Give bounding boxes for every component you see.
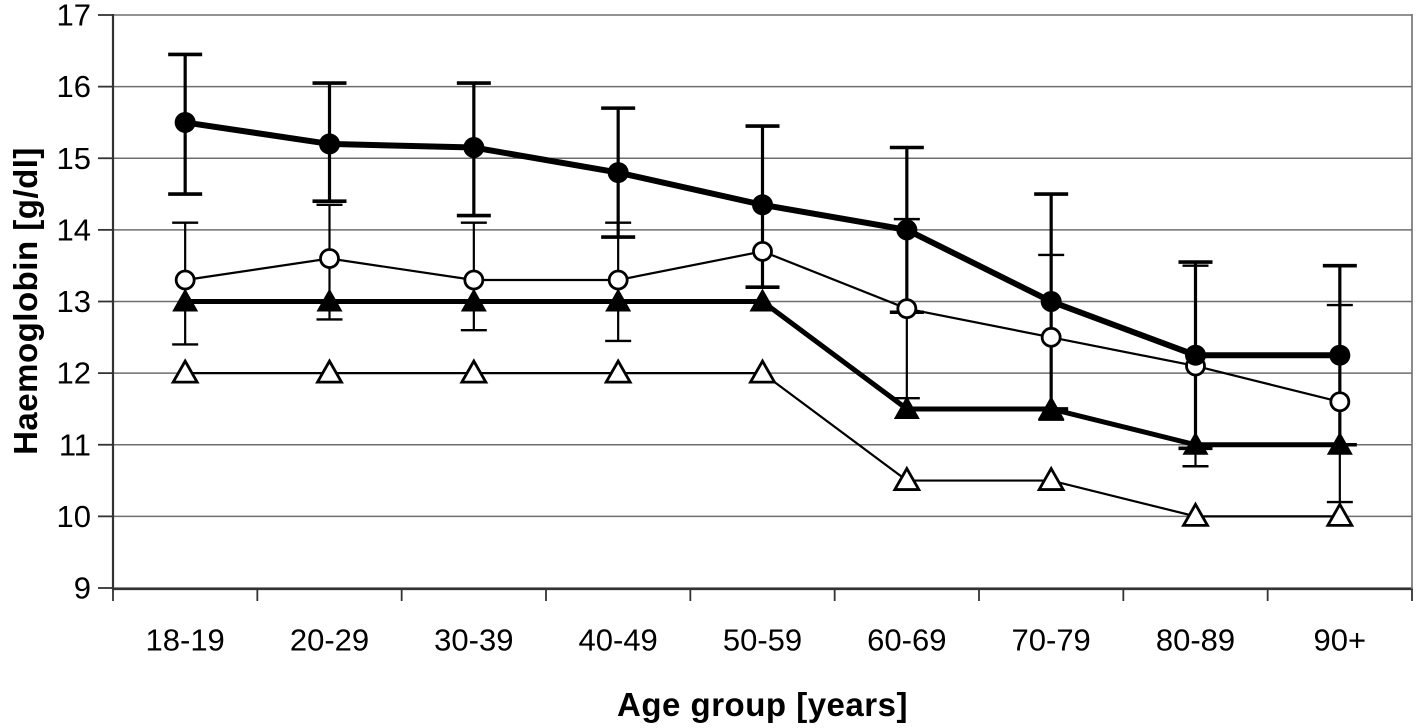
x-category-label: 50-59 [723,623,802,658]
y-tick-label: 12 [57,356,91,391]
open-triangle-marker [748,358,777,384]
x-category-label: 18-19 [146,623,225,658]
y-tick-label: 14 [57,212,91,247]
filled-circle-marker [896,219,918,241]
open-triangle-marker [892,465,922,491]
open-circle-marker [752,240,773,262]
open-triangle-marker [1181,501,1210,527]
filled-circle-marker [174,111,196,133]
x-category-label: 40-49 [579,623,658,658]
y-tick-label: 15 [57,141,91,176]
filled-triangle-marker [1038,395,1065,419]
open-circle-marker [1040,326,1062,348]
y-tick-label: 10 [57,499,91,534]
open-circle-marker [319,248,340,269]
open-triangle-marker [459,358,489,384]
open-circle-marker [607,269,629,291]
filled-circle-marker [1329,344,1351,366]
x-axis-title: Age group [years] [617,686,908,723]
filled-triangle-marker [749,288,776,312]
open-triangle-marker [170,358,200,384]
filled-circle-marker [1040,291,1062,312]
y-tick-label: 11 [59,427,91,462]
open-circle-marker [174,269,196,291]
filled-circle-marker [1185,344,1206,366]
filled-circle-marker [463,137,485,159]
filled-circle-marker [607,162,629,184]
filled-triangle-marker [1182,431,1209,455]
x-category-label: 90+ [1314,623,1367,658]
filled-circle-marker [752,194,773,216]
x-category-label: 20-29 [290,623,369,658]
open-circle-marker [896,298,918,320]
open-triangle-marker [1036,465,1066,491]
y-tick-label: 13 [57,284,91,319]
y-tick-label: 17 [57,0,91,33]
y-axis-title: Haemoglobin [g/dl] [7,147,44,455]
x-category-label: 30-39 [434,623,513,658]
x-category-label: 80-89 [1156,623,1235,658]
x-category-label: 70-79 [1012,623,1091,658]
filled-triangle-marker [605,288,632,312]
open-triangle-marker [1325,501,1355,527]
filled-triangle-marker [460,288,487,312]
open-triangle-marker [315,358,344,384]
filled-triangle-marker [893,395,920,419]
filled-triangle-marker [172,288,199,312]
open-circle-marker [463,269,485,291]
y-tick-label: 9 [74,571,91,606]
filled-circle-marker [319,133,340,155]
filled-triangle-marker [1326,431,1353,455]
x-category-label: 60-69 [867,623,946,658]
open-triangle-marker [603,358,633,384]
filled-triangle-marker [316,288,343,312]
y-tick-label: 16 [57,69,91,104]
open-circle-marker [1329,391,1351,413]
